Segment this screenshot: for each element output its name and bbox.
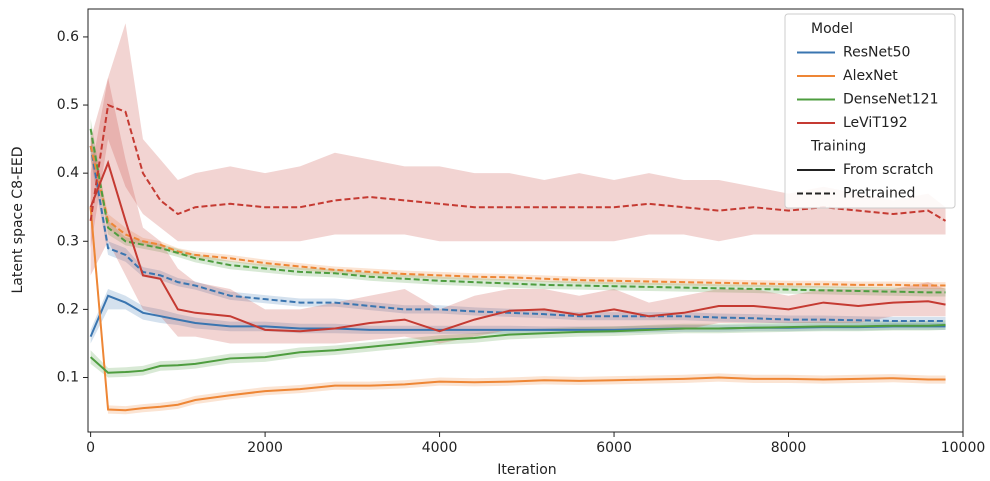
legend-label: Pretrained [843, 186, 915, 202]
series-line [89, 103, 947, 222]
series-line [89, 145, 946, 322]
series-line [89, 159, 946, 333]
legend-label: From scratch [843, 162, 934, 178]
y-tick-label: 0.3 [57, 233, 79, 249]
legend-title: Model [811, 21, 853, 37]
x-tick-label: 10000 [941, 440, 986, 456]
x-tick-label: 2000 [247, 440, 283, 456]
y-tick-label: 0.5 [57, 97, 79, 113]
confidence-band [90, 288, 946, 344]
legend-title: Training [810, 139, 866, 155]
legend-label: LeViT192 [843, 115, 908, 131]
y-axis-label: Latent space C8-EED [10, 146, 26, 293]
legend-label: AlexNet [843, 68, 898, 84]
confidence-band [90, 23, 946, 249]
x-axis-label: Iteration [497, 462, 556, 478]
y-tick-label: 0.4 [57, 165, 79, 181]
legend-label: ResNet50 [843, 45, 910, 61]
plot-area [89, 23, 947, 415]
x-tick-label: 6000 [596, 440, 632, 456]
legend-label: DenseNet121 [843, 92, 938, 108]
x-tick-label: 8000 [771, 440, 807, 456]
series-line [89, 145, 946, 287]
x-tick-label: 4000 [422, 440, 458, 456]
y-tick-label: 0.2 [57, 301, 79, 317]
series-line [89, 207, 946, 412]
legend-box [784, 13, 956, 209]
confidence-band [90, 77, 946, 344]
x-tick-label: 0 [86, 440, 95, 456]
plot-frame [87, 8, 964, 433]
y-tick-label: 0.1 [57, 370, 79, 386]
series-line [89, 324, 946, 374]
y-tick-label: 0.6 [57, 29, 79, 45]
